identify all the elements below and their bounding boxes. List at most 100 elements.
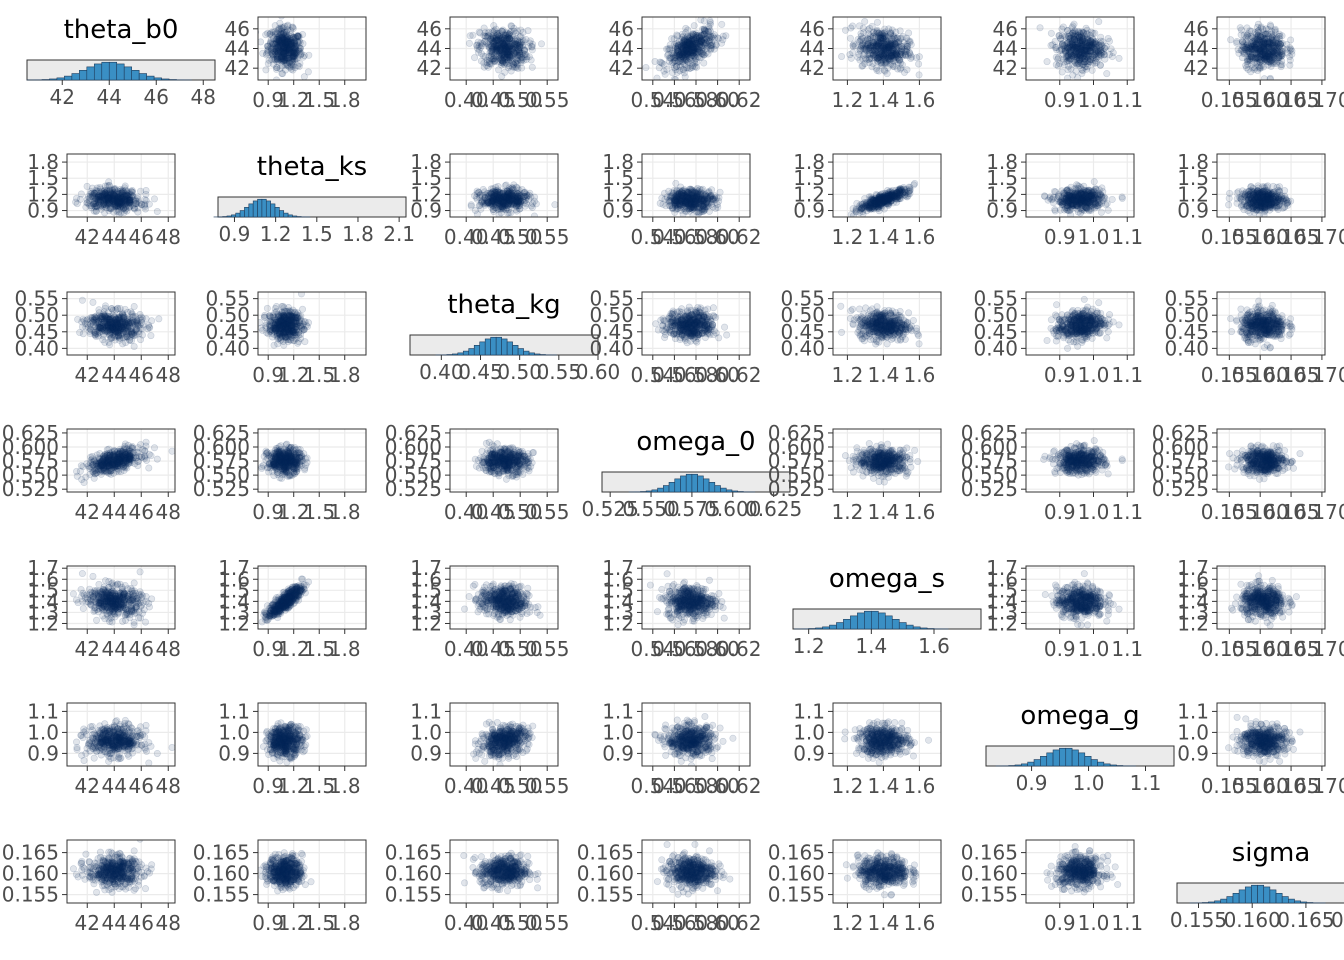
scatter-point [275, 37, 283, 45]
scatter-point [278, 56, 286, 64]
scatter-point [276, 47, 284, 55]
x-tick-label: 1.2 [831, 225, 863, 249]
scatter-point [279, 55, 287, 63]
scatter-point [282, 41, 290, 49]
scatter-point [272, 50, 280, 58]
scatter-point [642, 64, 650, 72]
scatter-point [276, 25, 284, 33]
scatter-point [915, 71, 923, 79]
scatter-point [269, 52, 277, 60]
scatter-point [884, 187, 892, 195]
scatter-point [279, 24, 287, 32]
scatter-point [285, 41, 293, 49]
scatter-point [282, 31, 290, 39]
y-tick-label: 44 [225, 37, 250, 61]
x-tick-label: 0.55 [525, 88, 570, 112]
scatter-point [515, 49, 523, 57]
scatter-point [273, 64, 281, 72]
scatter-point [288, 59, 296, 67]
scatter-point [521, 47, 529, 55]
scatter-point [282, 46, 290, 54]
scatter-point [272, 65, 280, 73]
scatter-point [287, 46, 295, 54]
x-tick-label: 44 [102, 225, 127, 249]
scatter-point [656, 58, 664, 66]
scatter-point [1058, 25, 1066, 33]
scatter-point [288, 32, 296, 40]
scatter-point [268, 50, 276, 58]
scatter-points [465, 22, 546, 80]
scatter-point [911, 179, 919, 187]
scatter-point [1097, 208, 1105, 216]
scatter-point [276, 38, 284, 46]
scatter-point [663, 65, 671, 73]
scatter-point [1072, 67, 1080, 75]
scatter-point [528, 63, 536, 71]
scatter-point [278, 33, 286, 41]
scatter-point [280, 44, 288, 52]
scatter-point [512, 44, 520, 52]
scatter-point [492, 36, 500, 44]
scatter-point [498, 57, 506, 65]
scatter-point [262, 51, 270, 59]
scatter-point [685, 188, 693, 196]
scatter-point [1266, 58, 1274, 66]
scatter-point [501, 56, 509, 64]
scatter-point [487, 60, 495, 68]
scatter-point [492, 42, 500, 50]
scatter-point [530, 212, 538, 217]
scatter-point [289, 45, 297, 53]
scatter-point [294, 32, 302, 40]
scatter-point [526, 37, 534, 45]
scatter-point [281, 36, 289, 44]
scatter-point [1257, 24, 1265, 32]
histogram-bar [131, 70, 140, 81]
histogram-bar [101, 61, 110, 81]
scatter-point [280, 50, 288, 58]
panel-theta_ks-theta_b0: 42 44 46 480.91.21.51.8 [27, 150, 181, 249]
scatter-point [289, 53, 297, 61]
y-tick-label: 46 [800, 17, 825, 41]
scatter-point [516, 33, 524, 41]
scatter-point [471, 54, 479, 62]
scatter-point [278, 53, 286, 61]
scatter-point [1106, 37, 1114, 45]
scatter-point [279, 70, 287, 78]
scatter-point [276, 41, 284, 49]
scatter-point [1243, 31, 1251, 39]
y-tick-label: 1.8 [410, 150, 442, 174]
scatter-point [275, 32, 283, 40]
scatter-point [708, 41, 716, 49]
scatter-point [273, 57, 281, 65]
scatter-point [289, 39, 297, 47]
scatter-point [284, 46, 292, 54]
scatter-point [295, 32, 303, 40]
scatter-point [278, 62, 286, 70]
scatter-point [278, 24, 286, 32]
scatter-point [466, 32, 474, 40]
diag-title: theta_ks [257, 152, 367, 182]
scatter-point [283, 37, 291, 45]
scatter-point [682, 64, 690, 72]
x-tick-label: 1.0 [1078, 88, 1110, 112]
scatter-point [274, 44, 282, 52]
scatter-point [280, 39, 288, 47]
scatter-point [279, 34, 287, 42]
scatter-point [292, 43, 300, 51]
scatter-point [282, 49, 290, 57]
scatter-point [288, 42, 296, 50]
scatter-point [662, 202, 670, 210]
scatter-point [1269, 34, 1277, 42]
scatter-point [1227, 36, 1235, 44]
scatter-point [280, 49, 288, 57]
scatter-point [497, 49, 505, 57]
scatter-point [714, 34, 722, 42]
histogram-bar [116, 63, 125, 81]
scatter-point [286, 63, 294, 71]
scatter-point [514, 44, 522, 52]
scatter-point [1052, 53, 1060, 61]
scatter-point [280, 52, 288, 60]
scatter-point [291, 44, 299, 52]
scatter-point [266, 38, 274, 46]
